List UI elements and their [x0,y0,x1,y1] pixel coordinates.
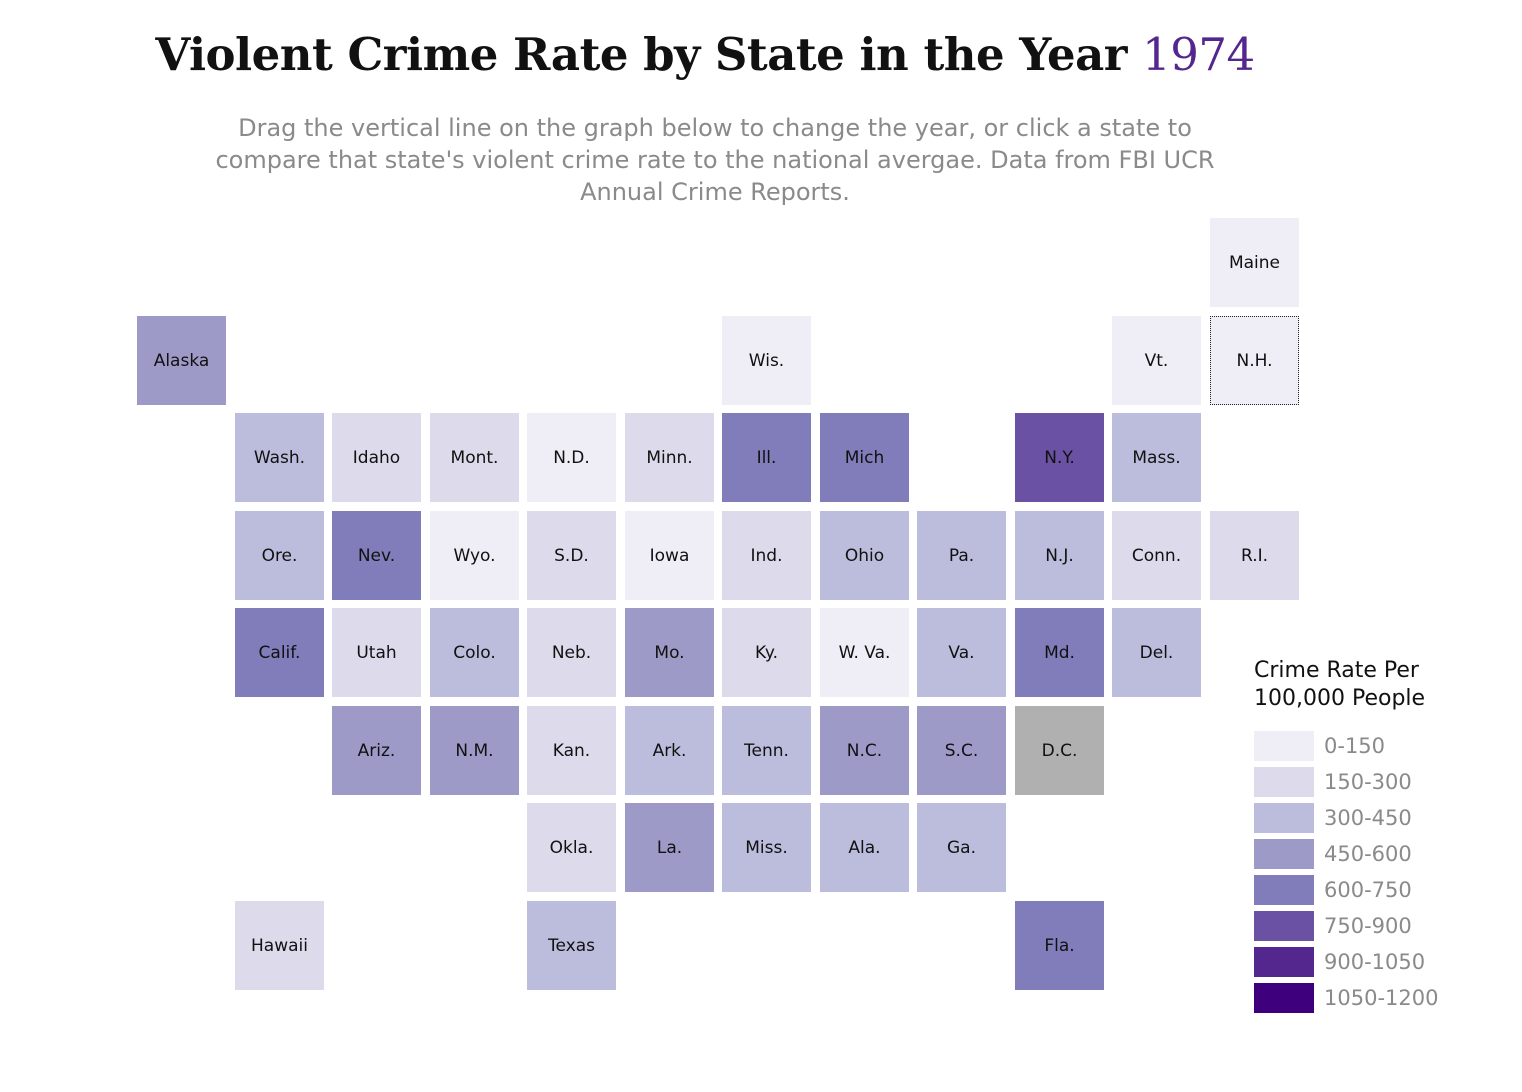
legend-item: 300-450 [1254,803,1412,833]
state-tile[interactable]: Del. [1112,608,1201,697]
state-tile[interactable]: Okla. [527,803,616,892]
legend-item: 0-150 [1254,731,1385,761]
state-tile[interactable]: Ind. [722,511,811,600]
title-year: 1974 [1142,28,1255,81]
state-tile[interactable]: Mass. [1112,413,1201,502]
state-tile[interactable]: Fla. [1015,901,1104,990]
state-tile[interactable]: Iowa [625,511,714,600]
legend-label: 750-900 [1324,914,1412,938]
legend-swatch [1254,803,1314,833]
legend-label: 450-600 [1324,842,1412,866]
state-tile[interactable]: Utah [332,608,421,697]
state-tile[interactable]: R.I. [1210,511,1299,600]
state-tile[interactable]: N.M. [430,706,519,795]
state-tile[interactable]: Nev. [332,511,421,600]
state-tile[interactable]: Idaho [332,413,421,502]
state-tile[interactable]: Conn. [1112,511,1201,600]
legend-label: 300-450 [1324,806,1412,830]
state-tile[interactable]: W. Va. [820,608,909,697]
state-tile[interactable]: Colo. [430,608,519,697]
state-tile[interactable]: Ky. [722,608,811,697]
state-tile[interactable]: Alaska [137,316,226,405]
legend-swatch [1254,911,1314,941]
state-tile[interactable]: Md. [1015,608,1104,697]
state-tile[interactable]: Ark. [625,706,714,795]
state-tile[interactable]: Ariz. [332,706,421,795]
state-tile[interactable]: Calif. [235,608,324,697]
state-tile[interactable]: N.C. [820,706,909,795]
state-tile[interactable]: Miss. [722,803,811,892]
legend-label: 900-1050 [1324,950,1426,974]
page-title: Violent Crime Rate by State in the Year … [0,28,1410,81]
state-tile[interactable]: N.J. [1015,511,1104,600]
state-tile[interactable]: Ore. [235,511,324,600]
legend-swatch [1254,875,1314,905]
state-tile[interactable]: Mich [820,413,909,502]
state-tile[interactable]: Mont. [430,413,519,502]
state-tile[interactable]: N.D. [527,413,616,502]
state-tile[interactable]: Kan. [527,706,616,795]
state-tile[interactable]: Mo. [625,608,714,697]
state-tile[interactable]: Pa. [917,511,1006,600]
legend-item: 150-300 [1254,767,1412,797]
legend-label: 0-150 [1324,734,1386,758]
state-tile[interactable]: Ala. [820,803,909,892]
legend-item: 750-900 [1254,911,1412,941]
legend-label: 600-750 [1324,878,1412,902]
state-tile[interactable]: La. [625,803,714,892]
legend-item: 900-1050 [1254,947,1425,977]
state-tile[interactable]: D.C. [1015,706,1104,795]
legend-swatch [1254,947,1314,977]
state-tile[interactable]: Texas [527,901,616,990]
state-tile[interactable]: Ohio [820,511,909,600]
state-tile[interactable]: Ga. [917,803,1006,892]
legend-swatch [1254,767,1314,797]
page-subtitle: Drag the vertical line on the graph belo… [215,114,1215,206]
legend-swatch [1254,983,1314,1013]
state-tile[interactable]: Vt. [1112,316,1201,405]
legend-label: 1050-1200 [1324,986,1439,1010]
state-tile[interactable]: Tenn. [722,706,811,795]
state-tile[interactable]: Va. [917,608,1006,697]
legend-item: 600-750 [1254,875,1412,905]
state-tile[interactable]: Hawaii [235,901,324,990]
state-tile[interactable]: Minn. [625,413,714,502]
state-tile[interactable]: Wis. [722,316,811,405]
state-tile[interactable]: N.H. [1210,316,1299,405]
legend-label: 150-300 [1324,770,1412,794]
title-prefix: Violent Crime Rate by State in the Year [155,28,1143,81]
legend-item: 1050-1200 [1254,983,1438,1013]
state-tile[interactable]: S.C. [917,706,1006,795]
state-tile[interactable]: N.Y. [1015,413,1104,502]
state-tile[interactable]: Ill. [722,413,811,502]
legend-swatch [1254,839,1314,869]
legend-swatch [1254,731,1314,761]
state-tile[interactable]: Wash. [235,413,324,502]
legend-item: 450-600 [1254,839,1412,869]
legend-title: Crime Rate Per 100,000 People [1254,658,1426,711]
state-tile[interactable]: S.D. [527,511,616,600]
state-tile[interactable]: Maine [1210,218,1299,307]
state-tile[interactable]: Wyo. [430,511,519,600]
state-tile[interactable]: Neb. [527,608,616,697]
